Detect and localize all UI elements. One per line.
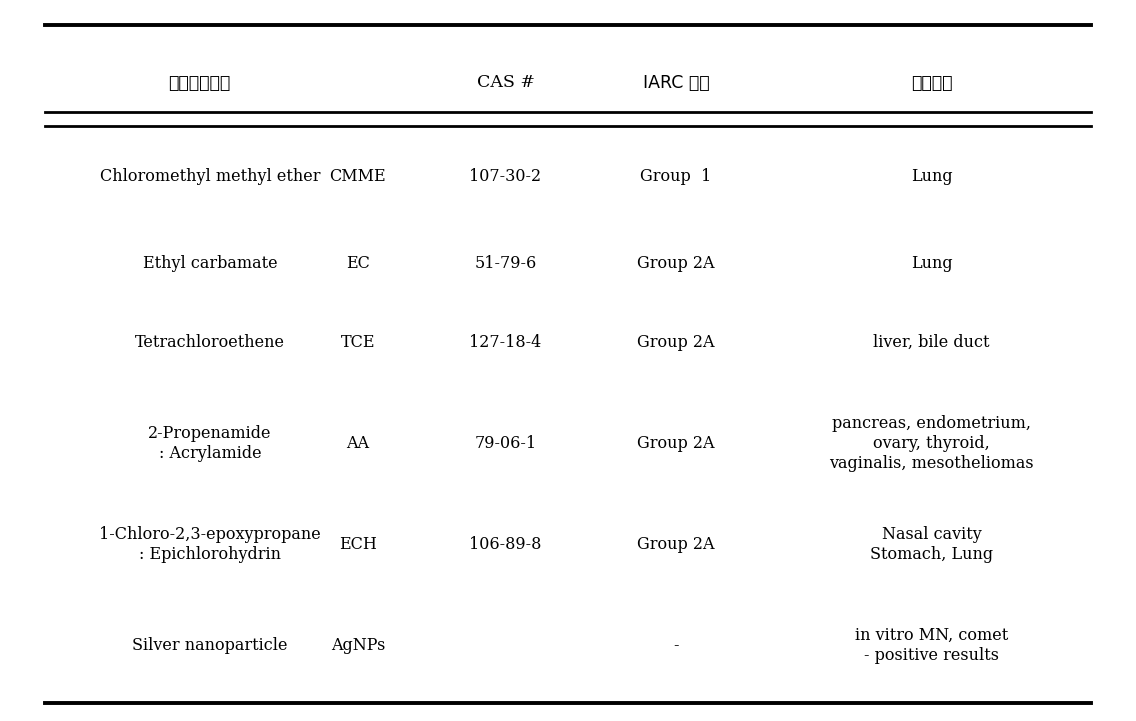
Text: 106-89-8: 106-89-8 bbox=[469, 536, 542, 553]
Text: Chloromethyl methyl ether: Chloromethyl methyl ether bbox=[100, 168, 320, 185]
Text: 127-18-4: 127-18-4 bbox=[469, 334, 542, 351]
Text: -: - bbox=[674, 637, 678, 654]
Text: Group  1: Group 1 bbox=[641, 168, 711, 185]
Text: Silver nanoparticle: Silver nanoparticle bbox=[133, 637, 287, 654]
Text: AgNPs: AgNPs bbox=[331, 637, 385, 654]
Text: Group 2A: Group 2A bbox=[637, 435, 715, 452]
Text: Group 2A: Group 2A bbox=[637, 255, 715, 272]
Text: 2-Propenamide
: Acrylamide: 2-Propenamide : Acrylamide bbox=[149, 425, 272, 461]
Text: 51-79-6: 51-79-6 bbox=[475, 255, 536, 272]
Text: 1-Chloro-2,3-epoxypropane
: Epichlorohydrin: 1-Chloro-2,3-epoxypropane : Epichlorohyd… bbox=[99, 526, 321, 562]
Text: 79-06-1: 79-06-1 bbox=[475, 435, 536, 452]
Text: Nasal cavity
Stomach, Lung: Nasal cavity Stomach, Lung bbox=[870, 526, 993, 562]
Text: CMME: CMME bbox=[329, 168, 386, 185]
Text: 우선시험물질: 우선시험물질 bbox=[168, 74, 229, 92]
Text: Group 2A: Group 2A bbox=[637, 334, 715, 351]
Text: Lung: Lung bbox=[911, 255, 952, 272]
Text: Ethyl carbamate: Ethyl carbamate bbox=[143, 255, 277, 272]
Text: EC: EC bbox=[345, 255, 370, 272]
Text: CAS #: CAS # bbox=[476, 74, 535, 92]
Text: pancreas, endometrium,
ovary, thyroid,
vaginalis, mesotheliomas: pancreas, endometrium, ovary, thyroid, v… bbox=[829, 415, 1034, 472]
Text: 107-30-2: 107-30-2 bbox=[469, 168, 542, 185]
Text: IARC 분류: IARC 분류 bbox=[643, 74, 709, 92]
Text: Lung: Lung bbox=[911, 168, 952, 185]
Text: in vitro MN, comet
- positive results: in vitro MN, comet - positive results bbox=[855, 627, 1008, 663]
Text: Tetrachloroethene: Tetrachloroethene bbox=[135, 334, 285, 351]
Text: AA: AA bbox=[346, 435, 369, 452]
Text: 표적장기: 표적장기 bbox=[911, 74, 952, 92]
Text: TCE: TCE bbox=[341, 334, 375, 351]
Text: ECH: ECH bbox=[339, 536, 377, 553]
Text: liver, bile duct: liver, bile duct bbox=[874, 334, 989, 351]
Text: Group 2A: Group 2A bbox=[637, 536, 715, 553]
